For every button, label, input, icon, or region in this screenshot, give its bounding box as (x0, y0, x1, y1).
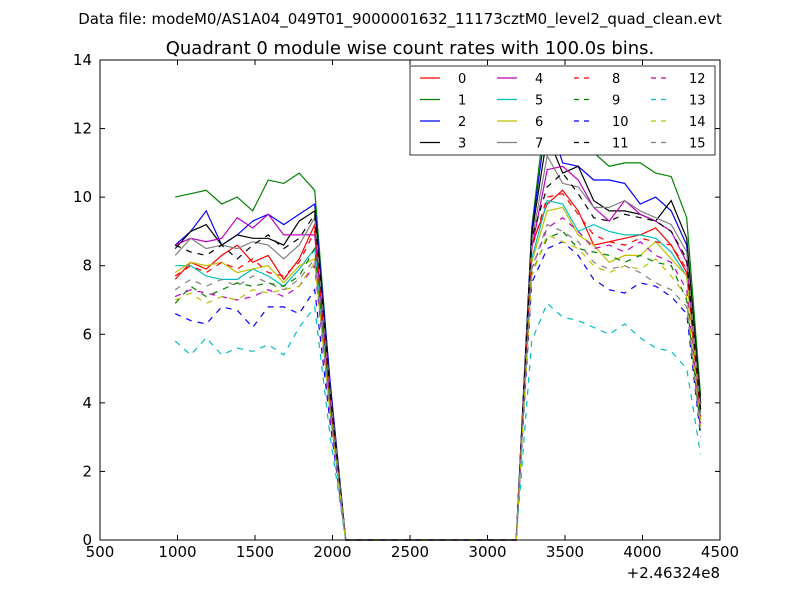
series-line-8 (174, 193, 702, 541)
series-line-6 (174, 206, 702, 541)
y-tick-label: 4 (82, 394, 92, 412)
legend-label-9: 9 (612, 94, 620, 109)
legend-label-10: 10 (612, 115, 629, 130)
x-tick-label: 3500 (546, 543, 584, 561)
series-line-1 (175, 96, 702, 541)
axes-frame (99, 59, 721, 541)
legend-label-6: 6 (535, 115, 543, 130)
legend-label-4: 4 (535, 72, 543, 87)
series-line-0 (174, 189, 702, 541)
series-line-3 (174, 133, 702, 541)
legend-label-8: 8 (612, 72, 620, 87)
series-line-9 (174, 230, 702, 541)
x-axis: 500 1000 1500 2000 2500 3000 3500 4000 4500 (86, 60, 739, 561)
legend-box (409, 65, 716, 156)
x-tick-label: 1000 (158, 543, 196, 561)
x-tick-label: 2000 (313, 543, 351, 561)
series-line-11 (174, 172, 702, 541)
y-tick-label: 6 (82, 325, 92, 343)
legend-label-3: 3 (458, 137, 466, 152)
y-tick-label: 2 (82, 462, 92, 480)
series-line-4 (174, 165, 702, 541)
legend-label-12: 12 (689, 72, 706, 87)
legend-label-13: 13 (689, 94, 706, 109)
series-line-13 (174, 302, 702, 541)
legend-label-0: 0 (458, 72, 466, 87)
y-tick-label: 14 (73, 51, 92, 69)
legend-label-11: 11 (612, 137, 629, 152)
x-tick-label: 1500 (236, 543, 274, 561)
x-tick-label: 4000 (623, 543, 661, 561)
series-line-12 (174, 216, 702, 541)
x-tick-label: 4500 (701, 543, 739, 561)
legend-label-15: 15 (689, 137, 706, 152)
series-line-14 (174, 234, 702, 541)
y-tick-label: 8 (82, 257, 92, 275)
x-offset-text: +2.46324e8 (627, 564, 720, 582)
plot-area (174, 96, 702, 541)
legend-label-7: 7 (535, 137, 543, 152)
x-tick-label: 3000 (468, 543, 506, 561)
x-tick-label: 2500 (391, 543, 429, 561)
series-line-15 (174, 223, 702, 541)
series-line-7 (174, 154, 702, 541)
chart-title: Quadrant 0 module wise count rates with … (166, 38, 655, 59)
y-tick-label: 10 (73, 188, 92, 206)
legend-label-14: 14 (689, 115, 706, 130)
y-tick-label: 0 (82, 531, 92, 549)
legend-label-2: 2 (458, 115, 466, 130)
y-tick-label: 12 (73, 120, 92, 138)
x-tick-label: 500 (86, 543, 115, 561)
legend-label-5: 5 (535, 94, 543, 109)
series-line-10 (174, 240, 702, 541)
series-line-5 (175, 199, 702, 541)
series-line-2 (174, 114, 702, 541)
figure-suptitle: Data file: modeM0/AS1A04_049T01_90000016… (78, 10, 722, 29)
legend-label-1: 1 (458, 94, 466, 109)
